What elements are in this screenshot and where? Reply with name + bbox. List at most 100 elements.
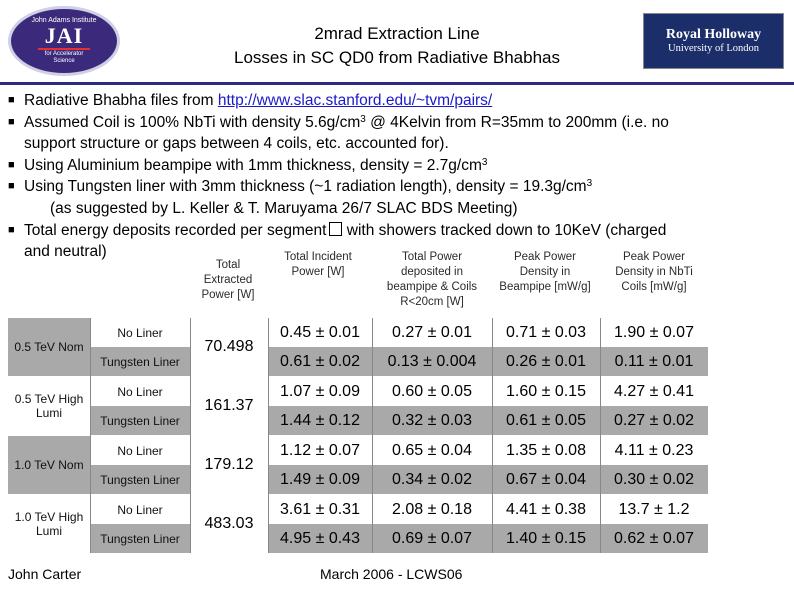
- group-label: 1.0 TeV High Lumi: [8, 495, 90, 553]
- table-cell: 2.08 ± 0.18: [372, 495, 492, 524]
- table-cell: 4.95 ± 0.43: [268, 524, 372, 553]
- liner-label: Tungsten Liner: [90, 347, 190, 376]
- bullet-marker-icon: ■: [8, 158, 15, 171]
- column-divider: [190, 318, 191, 553]
- bullet-marker-icon: ■: [8, 94, 15, 106]
- table-cell: 1.44 ± 0.12: [268, 406, 372, 435]
- footer-event: March 2006 - LCWS06: [320, 566, 463, 582]
- missing-glyph-icon: [329, 221, 343, 236]
- total-extracted-value: 70.498: [190, 318, 268, 376]
- slide-title-line1: 2mrad Extraction Line: [314, 24, 480, 43]
- liner-label: No Liner: [90, 318, 190, 347]
- jai-logo-line1: John Adams Institute: [31, 17, 97, 24]
- table-cell: 0.27 ± 0.01: [372, 318, 492, 347]
- jai-logo: John Adams Institute JAI for Accelerator…: [8, 6, 120, 76]
- table-cell: 0.69 ± 0.07: [372, 524, 492, 553]
- table-cell: 4.41 ± 0.38: [492, 495, 600, 524]
- bullet-2-sup: 3: [360, 113, 366, 125]
- table-cell: 1.90 ± 0.07: [600, 318, 708, 347]
- table-cell: 0.67 ± 0.04: [492, 465, 600, 494]
- table-cell: 0.61 ± 0.02: [268, 347, 372, 376]
- table-cell: 4.11 ± 0.23: [600, 436, 708, 465]
- total-extracted-value: 161.37: [190, 377, 268, 435]
- bullet-4-sup: 3: [586, 178, 593, 190]
- bullet-5-text-a: Total energy deposits recorded per segme…: [24, 221, 327, 239]
- header-peak-coils: Peak Power Density in NbTi Coils [mW/g]: [604, 246, 704, 314]
- royal-holloway-logo: Royal Holloway University of London: [643, 13, 784, 69]
- bullet-3-text: Using Aluminium beampipe with 1mm thickn…: [24, 156, 482, 174]
- column-divider: [268, 318, 269, 553]
- bullet-5-text-b: with showers tracked down to 10KeV (char…: [342, 221, 667, 239]
- liner-label: Tungsten Liner: [90, 406, 190, 435]
- bullet-4-subline: (as suggested by L. Keller & T. Maruyama…: [50, 199, 518, 217]
- table-cell: 0.13 ± 0.004: [372, 347, 492, 376]
- column-divider: [492, 318, 493, 553]
- slide-title-line2: Losses in SC QD0 from Radiative Bhabhas: [234, 48, 560, 67]
- bullet-5-text-c: and neutral): [24, 243, 107, 261]
- title-divider: [0, 82, 794, 85]
- jai-logo-line4: Science: [53, 58, 75, 64]
- bullet-2-text-c: support structure or gaps between 4 coil…: [24, 135, 449, 153]
- header-deposited: Total Power deposited in beampipe & Coil…: [376, 246, 488, 314]
- bullet-2: ■ Assumed Coil is 100% NbTi with density…: [8, 112, 788, 155]
- table-cell: 0.61 ± 0.05: [492, 406, 600, 435]
- table-cell: 0.71 ± 0.03: [492, 318, 600, 347]
- pairs-link[interactable]: http://www.slac.stanford.edu/~tvm/pairs/: [217, 92, 493, 109]
- table-cell: 0.45 ± 0.01: [268, 318, 372, 347]
- table-cell: 0.65 ± 0.04: [372, 436, 492, 465]
- group-label: 0.5 TeV Nom: [8, 318, 90, 376]
- jai-logo-bar: [38, 48, 90, 50]
- liner-label: Tungsten Liner: [90, 524, 190, 553]
- table-cell: 0.34 ± 0.02: [372, 465, 492, 494]
- table-cell: 3.61 ± 0.31: [268, 495, 372, 524]
- bullet-5: ■ Total energy deposits recorded per seg…: [8, 220, 788, 263]
- table-cell: 0.27 ± 0.02: [600, 406, 708, 435]
- header-peak-beampipe: Peak Power Density in Beampipe [mW/g]: [496, 246, 594, 314]
- bullet-2-text-b: @ 4Kelvin from R=35mm to 200mm (i.e. no: [365, 113, 669, 131]
- footer-author: John Carter: [8, 566, 82, 582]
- jai-logo-line3: for Accelerator: [44, 51, 84, 57]
- header-total-extracted: Total Extracted Power [W]: [196, 246, 260, 314]
- group-label: 0.5 TeV High Lumi: [8, 377, 90, 435]
- bullet-3: ■ Using Aluminium beampipe with 1mm thic…: [8, 155, 788, 177]
- table-cell: 13.7 ± 1.2: [600, 495, 708, 524]
- bullet-1-text: Radiative Bhabha files from: [24, 92, 218, 109]
- jai-logo-main: JAI: [44, 23, 84, 48]
- liner-label: Tungsten Liner: [90, 465, 190, 494]
- table-cell: 1.40 ± 0.15: [492, 524, 600, 553]
- liner-label: No Liner: [90, 436, 190, 465]
- header-total-incident: Total Incident Power [W]: [272, 246, 364, 314]
- total-extracted-value: 483.03: [190, 495, 268, 553]
- table-cell: 1.35 ± 0.08: [492, 436, 600, 465]
- liner-label: No Liner: [90, 495, 190, 524]
- bullet-4: ■ Using Tungsten liner with 3mm thicknes…: [8, 176, 788, 198]
- bullet-marker-icon: ■: [8, 223, 15, 236]
- table-cell: 1.12 ± 0.07: [268, 436, 372, 465]
- bullet-marker-icon: ■: [8, 180, 15, 193]
- rh-logo-line1: Royal Holloway: [665, 27, 762, 42]
- table-cell: 0.32 ± 0.03: [372, 406, 492, 435]
- group-label: 1.0 TeV Nom: [8, 436, 90, 494]
- table-cell: 1.60 ± 0.15: [492, 377, 600, 406]
- bullet-3-sup: 3: [481, 156, 488, 168]
- column-divider: [90, 318, 91, 553]
- rh-logo-line2: University of London: [668, 43, 759, 54]
- total-extracted-value: 179.12: [190, 436, 268, 494]
- slide-title: 2mrad Extraction Line Losses in SC QD0 f…: [150, 22, 644, 70]
- table-cell: 1.07 ± 0.09: [268, 377, 372, 406]
- table-cell: 0.26 ± 0.01: [492, 347, 600, 376]
- bullet-2-text-a: Assumed Coil is 100% NbTi with density 5…: [24, 113, 361, 131]
- bullet-marker-icon: ■: [8, 115, 15, 128]
- table-cell: 0.60 ± 0.05: [372, 377, 492, 406]
- table-cell: 4.27 ± 0.41: [600, 377, 708, 406]
- table-cell: 0.30 ± 0.02: [600, 465, 708, 494]
- bullet-list: ■ Radiative Bhabha files from http://www…: [8, 90, 788, 263]
- column-divider: [372, 318, 373, 553]
- bullet-4-text: Using Tungsten liner with 3mm thickness …: [24, 178, 587, 196]
- table-cell: 0.11 ± 0.01: [600, 347, 708, 376]
- table-cell: 0.62 ± 0.07: [600, 524, 708, 553]
- column-divider: [600, 318, 601, 553]
- bullet-1: ■ Radiative Bhabha files from http://www…: [8, 90, 788, 112]
- liner-label: No Liner: [90, 377, 190, 406]
- table-cell: 1.49 ± 0.09: [268, 465, 372, 494]
